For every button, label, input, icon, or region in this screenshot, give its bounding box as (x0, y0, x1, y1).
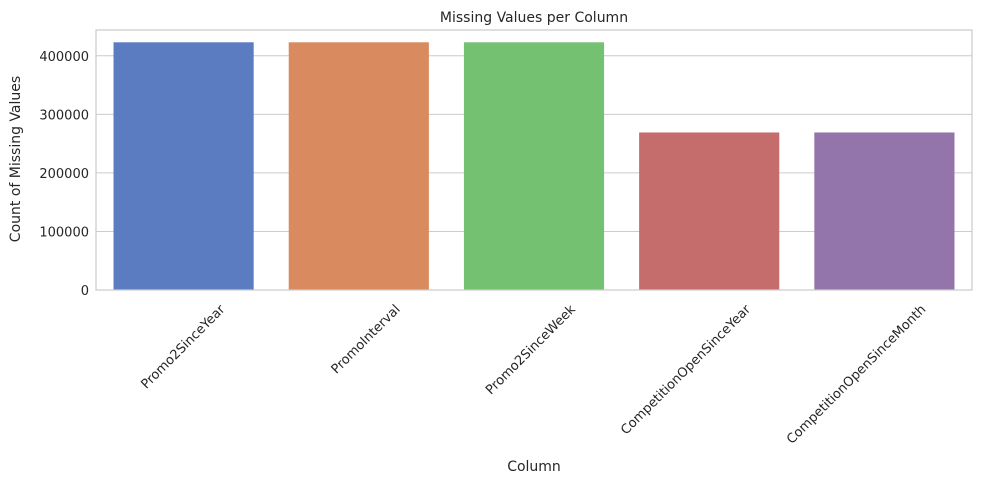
bar-promo2-since-year (113, 42, 254, 290)
chart-title: Missing Values per Column (440, 10, 628, 26)
y-ticks: 0 100000 200000 300000 400000 (39, 50, 89, 299)
bar-competition-open-since-month (814, 132, 955, 290)
y-tick-label: 0 (81, 284, 89, 299)
x-tick-label: PromoInterval (329, 302, 404, 377)
y-tick-label: 100000 (39, 225, 89, 240)
x-tick-label: Promo2SinceYear (138, 302, 228, 392)
plot-frame (95, 29, 973, 291)
x-axis-label: Column (507, 459, 561, 475)
x-tick-label: Promo2SinceWeek (483, 302, 579, 398)
y-tick-label: 200000 (39, 167, 89, 182)
x-tick-label: CompetitionOpenSinceMonth (784, 302, 929, 447)
y-tick-label: 300000 (39, 108, 89, 123)
bar-promo-interval (288, 42, 429, 290)
x-tick-label: CompetitionOpenSinceYear (618, 302, 754, 438)
x-ticks: Promo2SinceYear PromoInterval Promo2SinceW… (138, 302, 929, 448)
y-axis-label: Count of Missing Values (8, 76, 24, 242)
bars (113, 42, 955, 290)
bar-promo2-since-week (463, 42, 605, 290)
y-tick-label: 400000 (39, 50, 89, 65)
bar-competition-open-since-year (639, 132, 780, 290)
